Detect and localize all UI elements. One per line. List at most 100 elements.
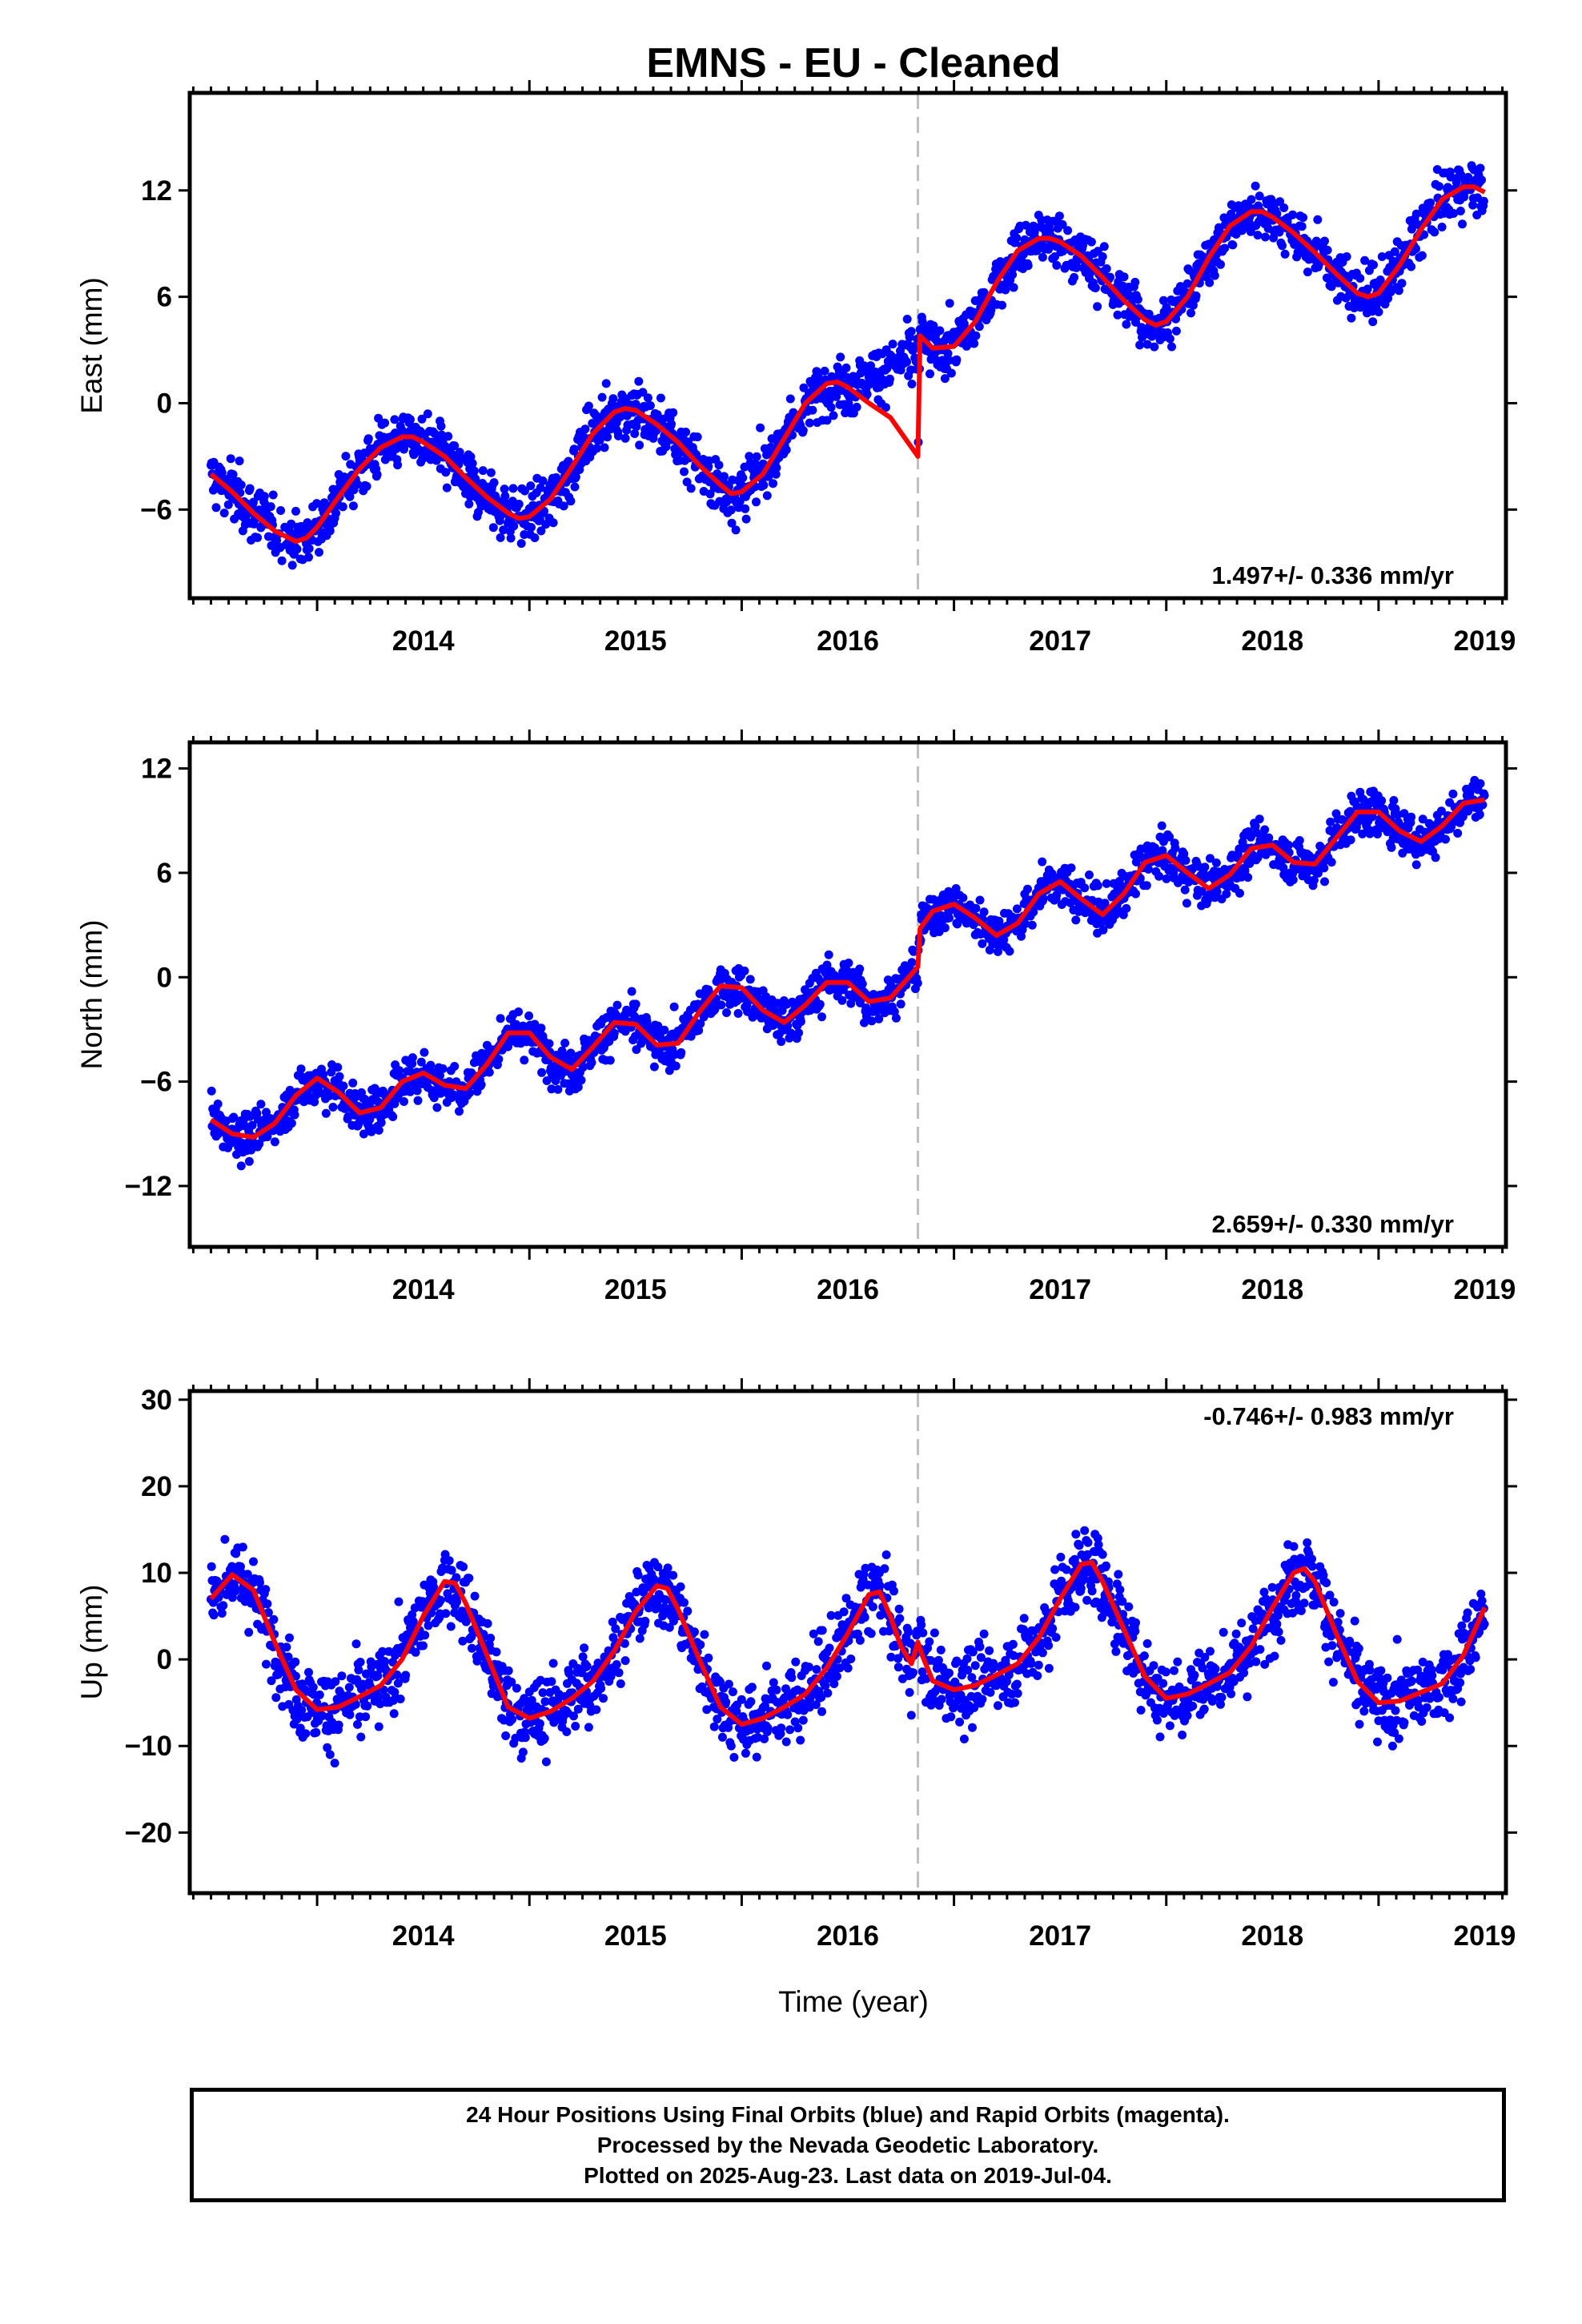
data-point [741,514,751,524]
data-point [496,1014,505,1023]
x-tick-label: 2018 [1241,1274,1303,1305]
data-point [656,393,665,403]
data-point [798,1715,808,1725]
data-point [1093,302,1102,312]
data-point [1182,899,1191,908]
data-point [1480,790,1489,800]
data-point [682,477,692,487]
data-point [408,1053,417,1063]
data-point [413,1096,423,1105]
data-point [906,327,916,336]
data-point [1346,835,1355,845]
data-point [1479,196,1488,206]
data-point [771,469,781,479]
data-point [516,539,526,549]
data-point [468,459,477,468]
data-point [1029,907,1038,917]
data-point [432,1103,442,1112]
data-point [255,1139,264,1148]
data-point [541,1757,551,1767]
points-up [207,1526,1489,1768]
data-point [677,1047,686,1057]
data-point [596,1683,606,1693]
data-point [926,369,934,379]
data-point [540,1697,550,1707]
data-point [420,1047,429,1057]
data-point [826,403,836,412]
data-point [535,1719,544,1728]
data-point [321,1108,331,1118]
data-point [1460,192,1469,202]
data-point [748,1012,757,1022]
data-point [351,1639,361,1649]
data-point [374,1692,383,1702]
data-point [509,521,519,531]
data-point [660,1025,669,1035]
data-point [282,1642,291,1652]
data-point [570,482,580,492]
data-point [909,342,918,352]
data-point [1436,806,1446,816]
data-point [669,1616,678,1626]
data-point [291,506,300,516]
data-point [500,492,510,501]
data-point [1430,227,1439,237]
data-point [526,481,536,491]
data-point [566,1048,576,1058]
data-point [1157,821,1166,830]
data-point [500,485,509,494]
data-point [733,1009,743,1018]
data-point [1210,271,1219,280]
data-point [829,411,838,420]
data-point [478,466,488,476]
data-point [632,1587,641,1597]
data-point [447,1566,456,1575]
data-point [785,1725,795,1735]
data-point [1468,200,1478,210]
data-point [661,1595,670,1604]
data-point [1063,226,1073,235]
data-point [1144,309,1154,319]
data-point [1252,828,1261,838]
data-point [815,999,825,1009]
data-point [348,1078,358,1088]
data-point [1280,249,1290,259]
data-point [219,509,229,518]
data-point [745,452,754,461]
data-point [301,1729,311,1739]
data-point [327,1068,336,1077]
x-tick-label: 2019 [1454,625,1516,657]
data-point [1106,272,1115,282]
data-point [694,1026,704,1035]
data-point [1313,215,1323,224]
data-point [256,1100,266,1109]
data-point [441,1609,451,1618]
data-point [1374,308,1383,316]
data-point [592,444,602,453]
data-point [538,1688,548,1698]
data-point [450,441,460,451]
data-point [243,1570,252,1579]
data-point [866,361,875,371]
data-point [822,416,832,425]
data-point [506,533,516,543]
data-point [538,476,548,485]
x-tick-label: 2016 [817,625,879,657]
data-point [578,1652,588,1662]
data-point [1038,894,1048,903]
data-point [1158,296,1168,305]
data-point [580,1643,589,1653]
data-point [611,1624,620,1634]
data-point [1323,245,1332,255]
data-point [236,1161,246,1171]
data-point [578,1063,588,1072]
data-point [945,913,954,923]
data-point [665,1622,674,1632]
data-point [699,1012,709,1022]
data-point [211,503,221,513]
data-point [263,1608,273,1618]
data-point [855,964,865,974]
data-point [1047,869,1057,879]
data-point [1099,242,1109,251]
data-point [1387,842,1396,852]
